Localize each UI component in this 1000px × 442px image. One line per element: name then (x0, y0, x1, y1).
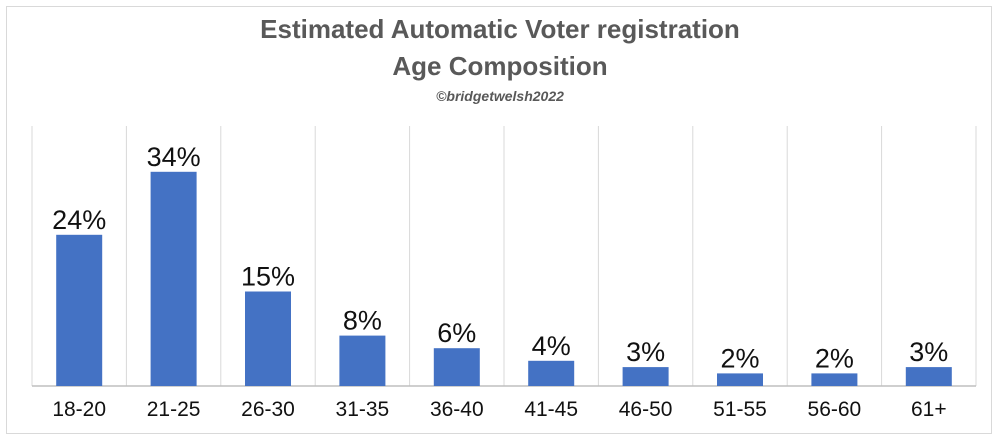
data-label: 34% (147, 142, 201, 172)
x-tick-label: 26-30 (241, 398, 295, 421)
chart-title-line-1: Estimated Automatic Voter registration (260, 14, 740, 44)
x-tick-label: 51-55 (713, 398, 767, 421)
bar (622, 367, 669, 386)
x-tick-label: 21-25 (147, 398, 201, 421)
data-label: 24% (52, 205, 106, 235)
bar (339, 335, 386, 386)
bar (56, 234, 103, 386)
bar (528, 360, 575, 386)
data-label: 2% (815, 343, 854, 373)
x-tick-label: 46-50 (619, 398, 673, 421)
data-label: 3% (909, 337, 948, 367)
x-tick-label: 56-60 (808, 398, 862, 421)
x-tick-label: 18-20 (52, 398, 106, 421)
data-label: 2% (720, 343, 759, 373)
bar (811, 373, 858, 386)
data-label: 3% (626, 337, 665, 367)
x-tick-label: 61+ (911, 398, 947, 421)
chart-title-line-2: Age Composition (392, 51, 608, 81)
x-tick-label: 36-40 (430, 398, 484, 421)
data-label: 15% (241, 262, 295, 292)
data-label: 8% (343, 306, 382, 336)
bar (150, 171, 197, 386)
chart-subtitle: ©bridgetwelsh2022 (436, 88, 564, 104)
bar (717, 373, 763, 386)
x-tick-label: 41-45 (524, 398, 578, 421)
data-label: 6% (437, 318, 476, 348)
bar (905, 367, 952, 386)
data-label: 4% (532, 331, 571, 361)
bar (433, 348, 480, 386)
bar (245, 291, 291, 386)
x-tick-label: 31-35 (336, 398, 390, 421)
